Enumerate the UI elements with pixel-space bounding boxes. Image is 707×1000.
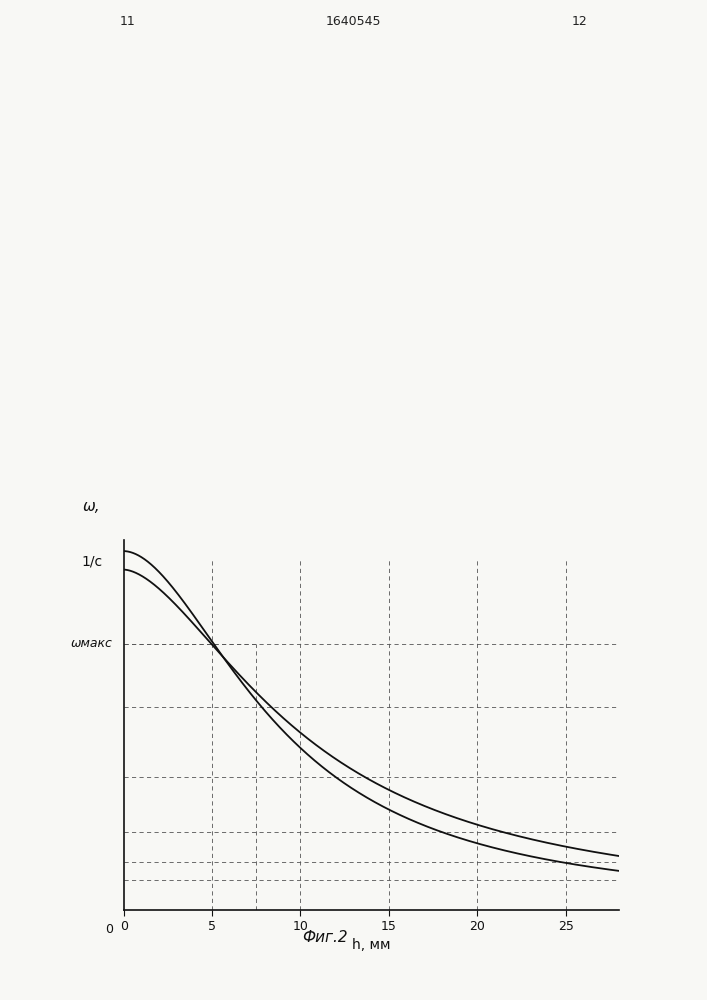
X-axis label: h, мм: h, мм xyxy=(352,938,390,952)
Text: 11: 11 xyxy=(119,15,135,28)
Text: ωмакс: ωмакс xyxy=(71,637,113,650)
Text: 1640545: 1640545 xyxy=(326,15,381,28)
Text: ω,: ω, xyxy=(83,499,100,514)
Text: Фиг.2: Фиг.2 xyxy=(303,930,348,944)
Text: 12: 12 xyxy=(572,15,588,28)
Text: 1/с: 1/с xyxy=(81,555,103,569)
Text: 0: 0 xyxy=(105,923,114,936)
